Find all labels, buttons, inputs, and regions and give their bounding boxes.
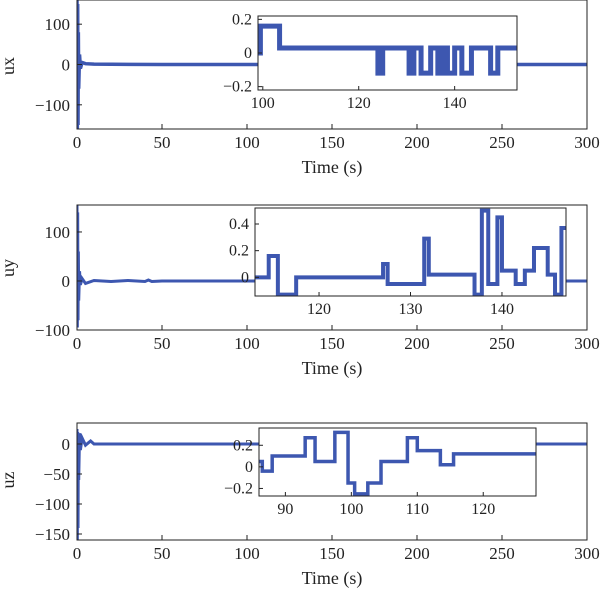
x-tick-label: 250 xyxy=(489,334,515,353)
inset-ux: 100 120 140 0.2 0 −0.2 xyxy=(223,11,518,112)
x-tick-label: 200 xyxy=(404,334,430,353)
x-axis-label: Time (s) xyxy=(302,358,363,379)
y-tick-label: −100 xyxy=(35,321,70,340)
x-tick-label: 50 xyxy=(154,334,171,353)
inset-background xyxy=(258,16,517,90)
x-tick-label: 100 xyxy=(234,544,260,563)
y-tick-label: −100 xyxy=(35,495,70,514)
y-tick-label: 100 xyxy=(45,15,71,34)
y-tick-label: −100 xyxy=(35,96,70,115)
x-tick-label: 0 xyxy=(73,334,82,353)
x-tick-label: 250 xyxy=(489,544,515,563)
y-tick-label: 0 xyxy=(62,272,71,291)
inset-x-tick-label: 120 xyxy=(471,501,495,518)
y-axis-label: ux xyxy=(0,57,18,75)
inset-series-group xyxy=(255,208,566,296)
inset-y-tick-label: 0.2 xyxy=(229,243,249,260)
x-tick-label: 150 xyxy=(319,544,345,563)
x-tick-label: 100 xyxy=(234,133,260,152)
y-tick-label: 0 xyxy=(62,435,71,454)
x-tick-label: 150 xyxy=(319,334,345,353)
inset-series-line xyxy=(258,23,517,76)
inset-x-tick-label: 100 xyxy=(339,501,363,518)
inset-series-group xyxy=(259,430,536,496)
x-tick-label: 200 xyxy=(404,133,430,152)
y-tick-label: −150 xyxy=(35,525,70,544)
inset-x-tick-label: 90 xyxy=(277,501,293,518)
y-axis-label: uz xyxy=(0,472,18,489)
inset-x-tick-label: 120 xyxy=(307,301,331,318)
inset-x-tick-label: 140 xyxy=(490,301,514,318)
inset-uy: 120 130 140 0.4 0.2 0 xyxy=(229,207,567,318)
x-axis-label: Time (s) xyxy=(302,568,363,589)
inset-series-group xyxy=(258,23,517,76)
inset-frame xyxy=(258,427,537,497)
x-tick-label: 150 xyxy=(319,133,345,152)
inset-series-line xyxy=(259,430,536,496)
inset-y-tick-label: −0.2 xyxy=(224,480,253,497)
inset-y-tick-label: −0.2 xyxy=(223,79,252,96)
x-tick-label: 50 xyxy=(154,544,171,563)
inset-x-tick-label: 120 xyxy=(347,95,371,112)
x-tick-label: 0 xyxy=(73,133,82,152)
y-tick-label: 100 xyxy=(45,223,71,242)
inset-y-tick-label: 0 xyxy=(241,269,249,286)
inset-x-tick-label: 110 xyxy=(406,501,429,518)
y-tick-label: −50 xyxy=(43,465,70,484)
inset-y-tick-label: 0.4 xyxy=(229,216,249,233)
inset-y-tick-label: 0 xyxy=(245,459,253,476)
y-axis-label: uy xyxy=(0,259,18,277)
x-tick-label: 100 xyxy=(234,334,260,353)
x-tick-label: 300 xyxy=(574,544,600,563)
inset-y-tick-label: 0.2 xyxy=(232,11,252,28)
x-tick-label: 0 xyxy=(73,544,82,563)
inset-y-tick-label: 0.2 xyxy=(233,437,253,454)
x-tick-label: 50 xyxy=(154,133,171,152)
x-tick-label: 250 xyxy=(489,133,515,152)
y-tick-label: 0 xyxy=(62,56,71,75)
inset-x-tick-label: 130 xyxy=(399,301,423,318)
inset-series-line xyxy=(255,208,566,296)
x-axis-label: Time (s) xyxy=(302,157,363,178)
inset-uz: 90 100 110 120 0.2 0 −0.2 xyxy=(224,427,537,518)
panel-uz: 0 50 100 150 200 250 300 0 −50 −100 −150 Time (s) uz… xyxy=(0,422,600,589)
x-tick-label: 300 xyxy=(574,133,600,152)
inset-y-tick-label: 0 xyxy=(244,45,252,62)
inset-x-tick-label: 140 xyxy=(443,95,467,112)
x-tick-label: 300 xyxy=(574,334,600,353)
x-tick-label: 200 xyxy=(404,544,430,563)
inset-x-tick-label: 100 xyxy=(251,95,275,112)
